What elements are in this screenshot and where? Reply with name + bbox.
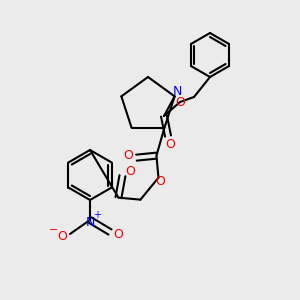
Text: O: O [57,230,67,242]
Text: −: − [49,225,59,235]
Text: O: O [155,175,165,188]
Text: O: O [113,227,123,241]
Text: O: O [124,149,134,162]
Text: O: O [165,137,175,151]
Text: N: N [173,85,182,98]
Text: O: O [175,95,185,109]
Text: N: N [85,215,95,229]
Text: O: O [125,165,135,178]
Text: +: + [93,210,101,220]
